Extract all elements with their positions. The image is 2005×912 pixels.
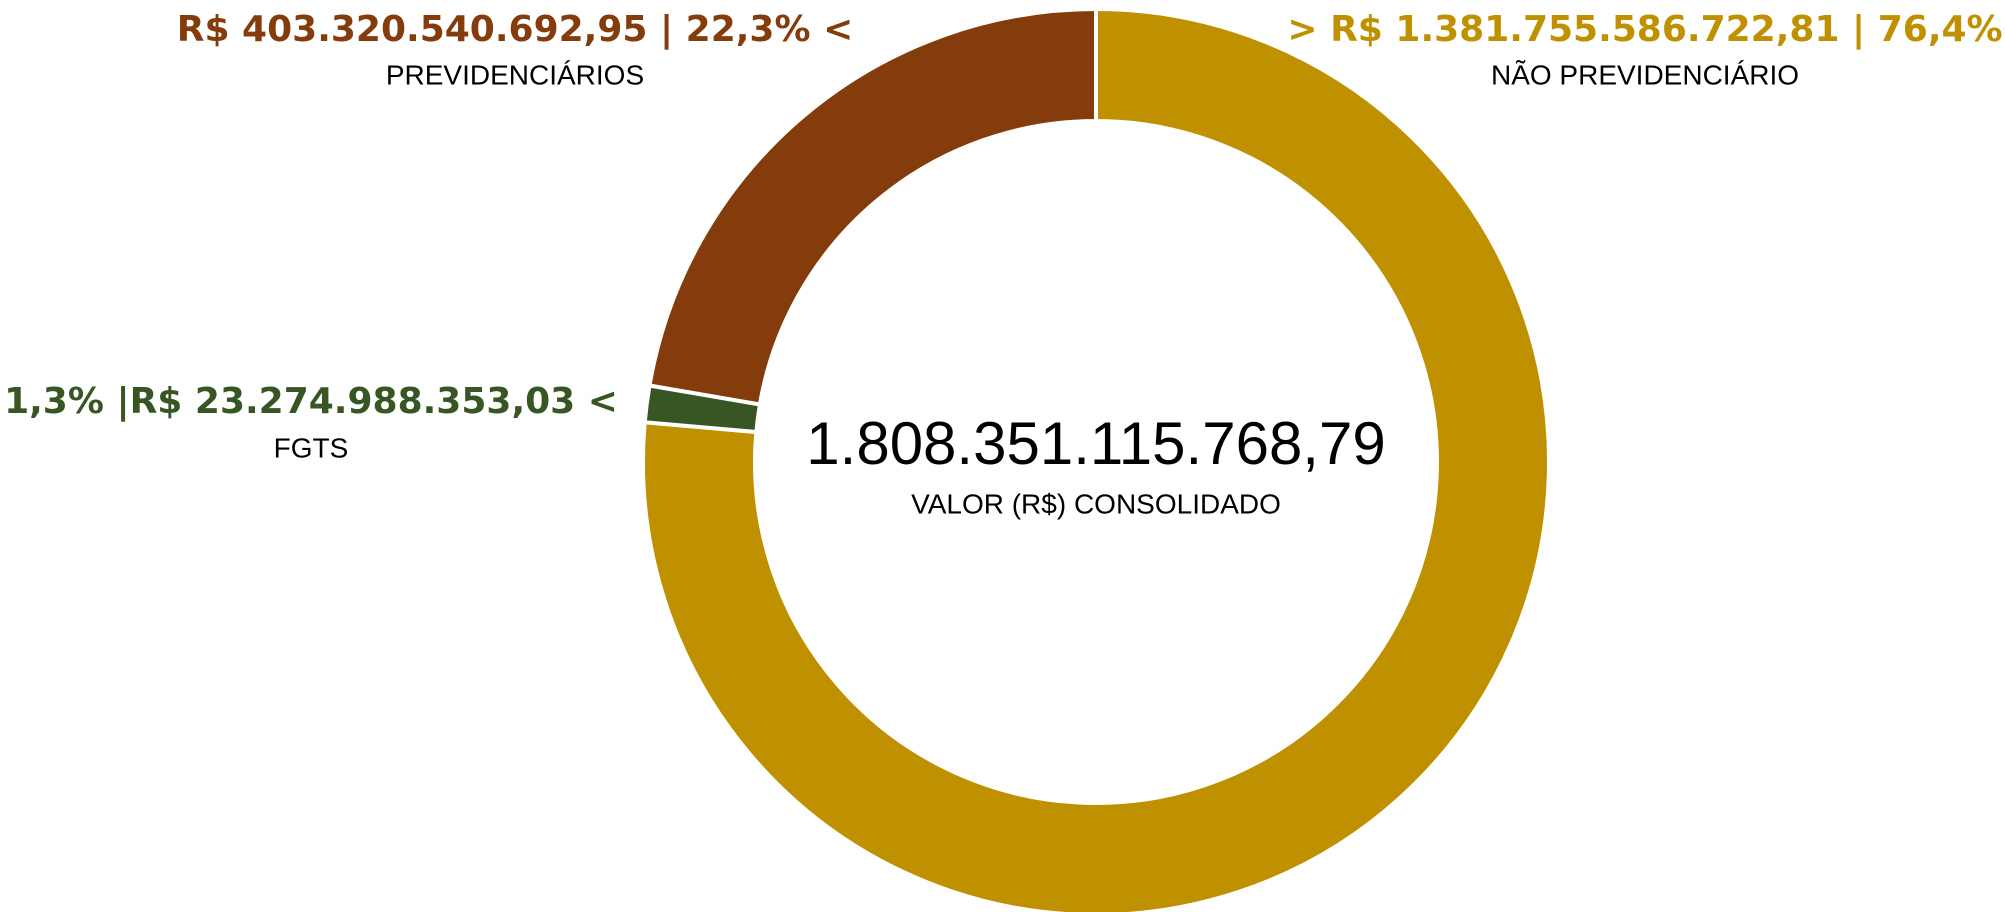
- donut-slice: [641, 6, 1551, 912]
- value-label: R$ 403.320.540.692,95 | 22,3% <: [177, 9, 854, 50]
- category-label: FGTS: [274, 432, 349, 463]
- value-label: 1,3% |R$ 23.274.988.353,03 <: [4, 381, 618, 422]
- center-label: VALOR (R$) CONSOLIDADO: [911, 488, 1281, 519]
- category-label: NÃO PREVIDENCIÁRIO: [1491, 59, 1799, 90]
- value-label: > R$ 1.381.755.586.722,81 | 76,4%: [1287, 9, 2002, 50]
- center-value: 1.808.351.115.768,79: [806, 410, 1385, 477]
- category-label: PREVIDENCIÁRIOS: [386, 59, 644, 90]
- donut-slice: [647, 6, 1098, 407]
